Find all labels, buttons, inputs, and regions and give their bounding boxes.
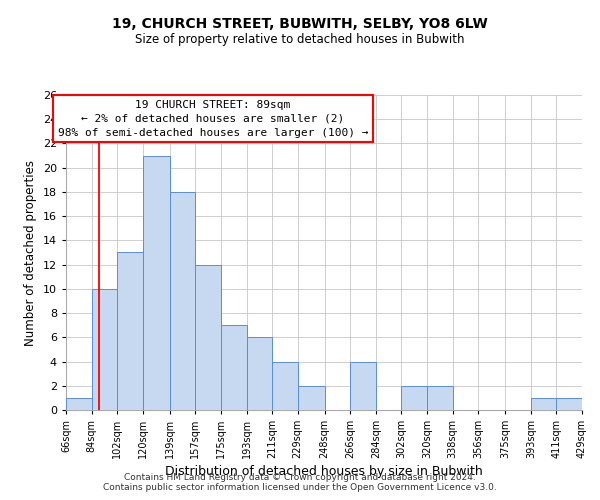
- Bar: [170, 192, 196, 410]
- Bar: [221, 325, 247, 410]
- Bar: [143, 156, 170, 410]
- Y-axis label: Number of detached properties: Number of detached properties: [24, 160, 37, 346]
- Bar: [350, 362, 376, 410]
- Bar: [272, 362, 298, 410]
- Text: Contains HM Land Registry data © Crown copyright and database right 2024.: Contains HM Land Registry data © Crown c…: [124, 472, 476, 482]
- Text: 19 CHURCH STREET: 89sqm
← 2% of detached houses are smaller (2)
98% of semi-deta: 19 CHURCH STREET: 89sqm ← 2% of detached…: [58, 100, 368, 138]
- Bar: [117, 252, 143, 410]
- Text: Size of property relative to detached houses in Bubwith: Size of property relative to detached ho…: [135, 32, 465, 46]
- Bar: [298, 386, 325, 410]
- Bar: [556, 398, 582, 410]
- Bar: [92, 289, 117, 410]
- Bar: [531, 398, 556, 410]
- Text: Contains public sector information licensed under the Open Government Licence v3: Contains public sector information licen…: [103, 484, 497, 492]
- X-axis label: Distribution of detached houses by size in Bubwith: Distribution of detached houses by size …: [165, 466, 483, 478]
- Bar: [66, 398, 92, 410]
- Text: 19, CHURCH STREET, BUBWITH, SELBY, YO8 6LW: 19, CHURCH STREET, BUBWITH, SELBY, YO8 6…: [112, 18, 488, 32]
- Bar: [401, 386, 427, 410]
- Bar: [427, 386, 452, 410]
- Bar: [247, 338, 272, 410]
- Bar: [196, 264, 221, 410]
